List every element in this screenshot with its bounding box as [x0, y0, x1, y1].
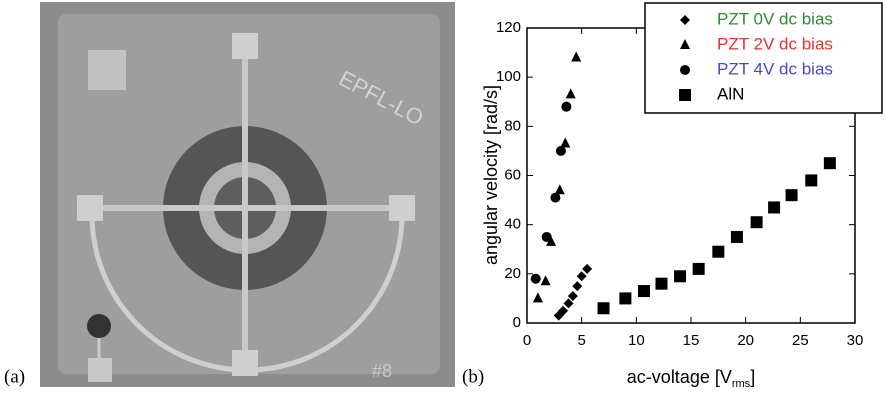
x-axis-label-part: ac-voltage [V	[627, 367, 732, 387]
marker-triangle	[680, 39, 690, 49]
x-tick-label: 15	[683, 332, 700, 349]
marker-square	[637, 285, 650, 298]
x-tick-label: 0	[523, 332, 531, 349]
marker-square	[679, 89, 691, 101]
legend-label: AlN	[717, 84, 744, 103]
marker-square	[619, 292, 632, 305]
marker-square	[712, 245, 725, 258]
x-tick-label: 10	[628, 332, 645, 349]
marker-square	[655, 277, 668, 290]
y-tick-label: 120	[496, 19, 521, 36]
marker-circle	[530, 273, 541, 284]
y-tick-label: 80	[504, 117, 521, 134]
pad	[232, 33, 258, 59]
marker-diamond	[567, 290, 578, 301]
y-tick-label: 0	[513, 314, 521, 331]
y-axis-label: angular velocity [rad/s]	[481, 85, 501, 265]
pad	[88, 50, 126, 90]
marker-circle	[555, 145, 566, 156]
pad	[88, 358, 112, 382]
y-tick-label: 20	[504, 265, 521, 282]
marker-triangle	[571, 51, 582, 62]
marker-square	[805, 174, 818, 187]
y-tick-label: 60	[504, 166, 521, 183]
marker-triangle	[554, 184, 565, 195]
pad	[232, 350, 258, 376]
marker-square	[785, 189, 798, 202]
pad	[389, 195, 415, 221]
marker-circle	[541, 231, 552, 242]
legend-label: PZT 0V dc bias	[717, 9, 833, 28]
marker-diamond	[558, 305, 569, 316]
legend: PZT 0V dc bias PZT 2V dc bias PZT 4V dc bi…	[644, 2, 883, 114]
marker-square	[674, 270, 687, 283]
panel-label: (a)	[4, 366, 25, 387]
x-tick-label: 20	[737, 332, 754, 349]
marker-diamond	[563, 298, 574, 309]
marker-triangle	[540, 275, 551, 286]
marker-square	[750, 216, 763, 229]
pad	[77, 195, 103, 221]
marker-diamond	[680, 15, 690, 25]
marker-triangle	[565, 88, 576, 99]
x-axis-label: ac-voltage [Vrms]	[627, 367, 755, 390]
marker-triangle	[546, 235, 557, 246]
marker-circle	[680, 65, 690, 75]
photo-label: #8	[372, 361, 392, 381]
dot	[87, 314, 111, 338]
marker-triangle	[532, 292, 543, 303]
panel-label: (b)	[462, 366, 484, 387]
x-axis-label-part: ]	[750, 367, 755, 387]
x-tick-label: 25	[792, 332, 809, 349]
marker-square	[692, 262, 705, 275]
marker-circle	[561, 101, 572, 112]
legend-label: PZT 2V dc bias	[717, 34, 833, 53]
marker-triangle	[560, 137, 571, 148]
marker-square	[730, 230, 743, 243]
marker-square	[597, 302, 610, 315]
x-tick-label: 5	[577, 332, 585, 349]
marker-diamond	[576, 271, 587, 282]
marker-square	[823, 157, 836, 170]
photo: EPFL-LO #8	[40, 2, 455, 387]
marker-circle	[550, 192, 561, 203]
marker-square	[768, 201, 781, 214]
x-axis-label-subscript: rms	[732, 378, 751, 390]
x-tick-label: 30	[847, 332, 864, 349]
y-tick-label: 100	[496, 68, 521, 85]
marker-diamond	[582, 263, 593, 274]
legend-label: PZT 4V dc bias	[717, 59, 833, 78]
chart: 0 5 10 15 20 25 30 0 20 40 60 80 100 120 angular veloc…	[481, 2, 883, 390]
marker-diamond	[572, 281, 583, 292]
y-tick-label: 40	[504, 216, 521, 233]
